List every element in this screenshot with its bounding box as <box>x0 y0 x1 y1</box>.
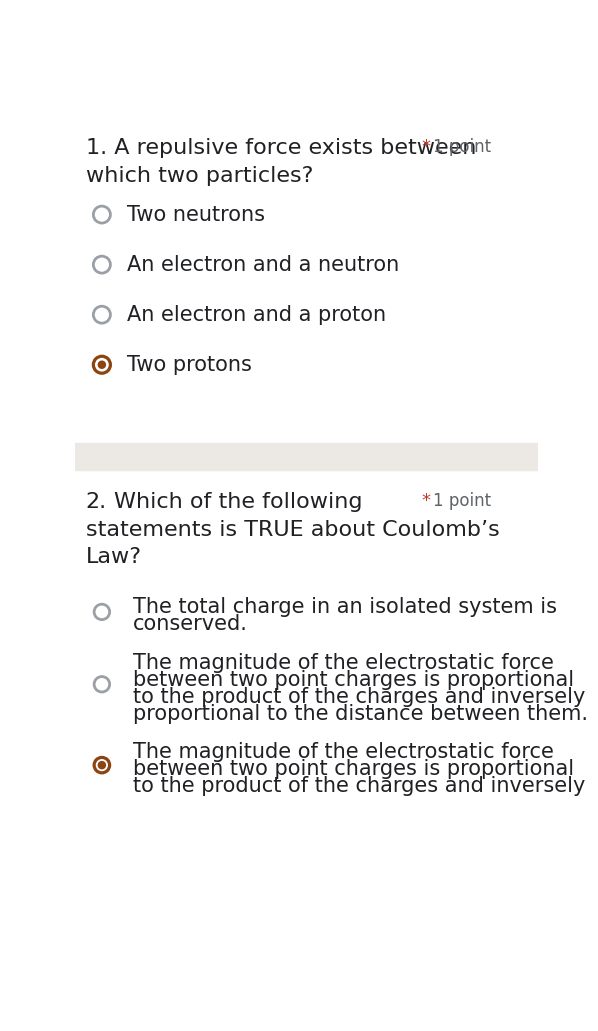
Text: An electron and a proton: An electron and a proton <box>127 305 386 325</box>
Text: 2.: 2. <box>86 492 106 511</box>
Text: The magnitude of the electrostatic force: The magnitude of the electrostatic force <box>133 653 554 672</box>
Circle shape <box>97 361 106 369</box>
Text: which two particles?: which two particles? <box>86 166 313 186</box>
Text: *: * <box>422 492 431 509</box>
Text: 1 point: 1 point <box>433 492 491 509</box>
Text: to the product of the charges and inversely: to the product of the charges and invers… <box>133 776 585 796</box>
Text: 1. A repulsive force exists between: 1. A repulsive force exists between <box>86 137 476 158</box>
Text: 1 point: 1 point <box>433 137 491 156</box>
Text: to the product of the charges and inversely: to the product of the charges and invers… <box>133 687 585 706</box>
Text: *: * <box>422 137 431 156</box>
Text: Two protons: Two protons <box>127 355 252 374</box>
Text: between two point charges is proportional: between two point charges is proportiona… <box>133 670 574 690</box>
Circle shape <box>97 761 106 769</box>
Text: An electron and a neutron: An electron and a neutron <box>127 255 399 274</box>
Text: statements is TRUE about Coulomb’s: statements is TRUE about Coulomb’s <box>86 520 499 539</box>
Text: The magnitude of the electrostatic force: The magnitude of the electrostatic force <box>133 742 554 762</box>
Bar <box>75 443 538 470</box>
Text: between two point charges is proportional: between two point charges is proportiona… <box>133 759 574 779</box>
Text: Law?: Law? <box>86 547 142 567</box>
Text: The total charge in an isolated system is: The total charge in an isolated system i… <box>133 597 557 618</box>
Text: conserved.: conserved. <box>133 614 248 634</box>
Text: Two neutrons: Two neutrons <box>127 204 266 225</box>
Text: proportional to the distance between them.: proportional to the distance between the… <box>133 703 588 724</box>
Text: Which of the following: Which of the following <box>114 492 362 511</box>
